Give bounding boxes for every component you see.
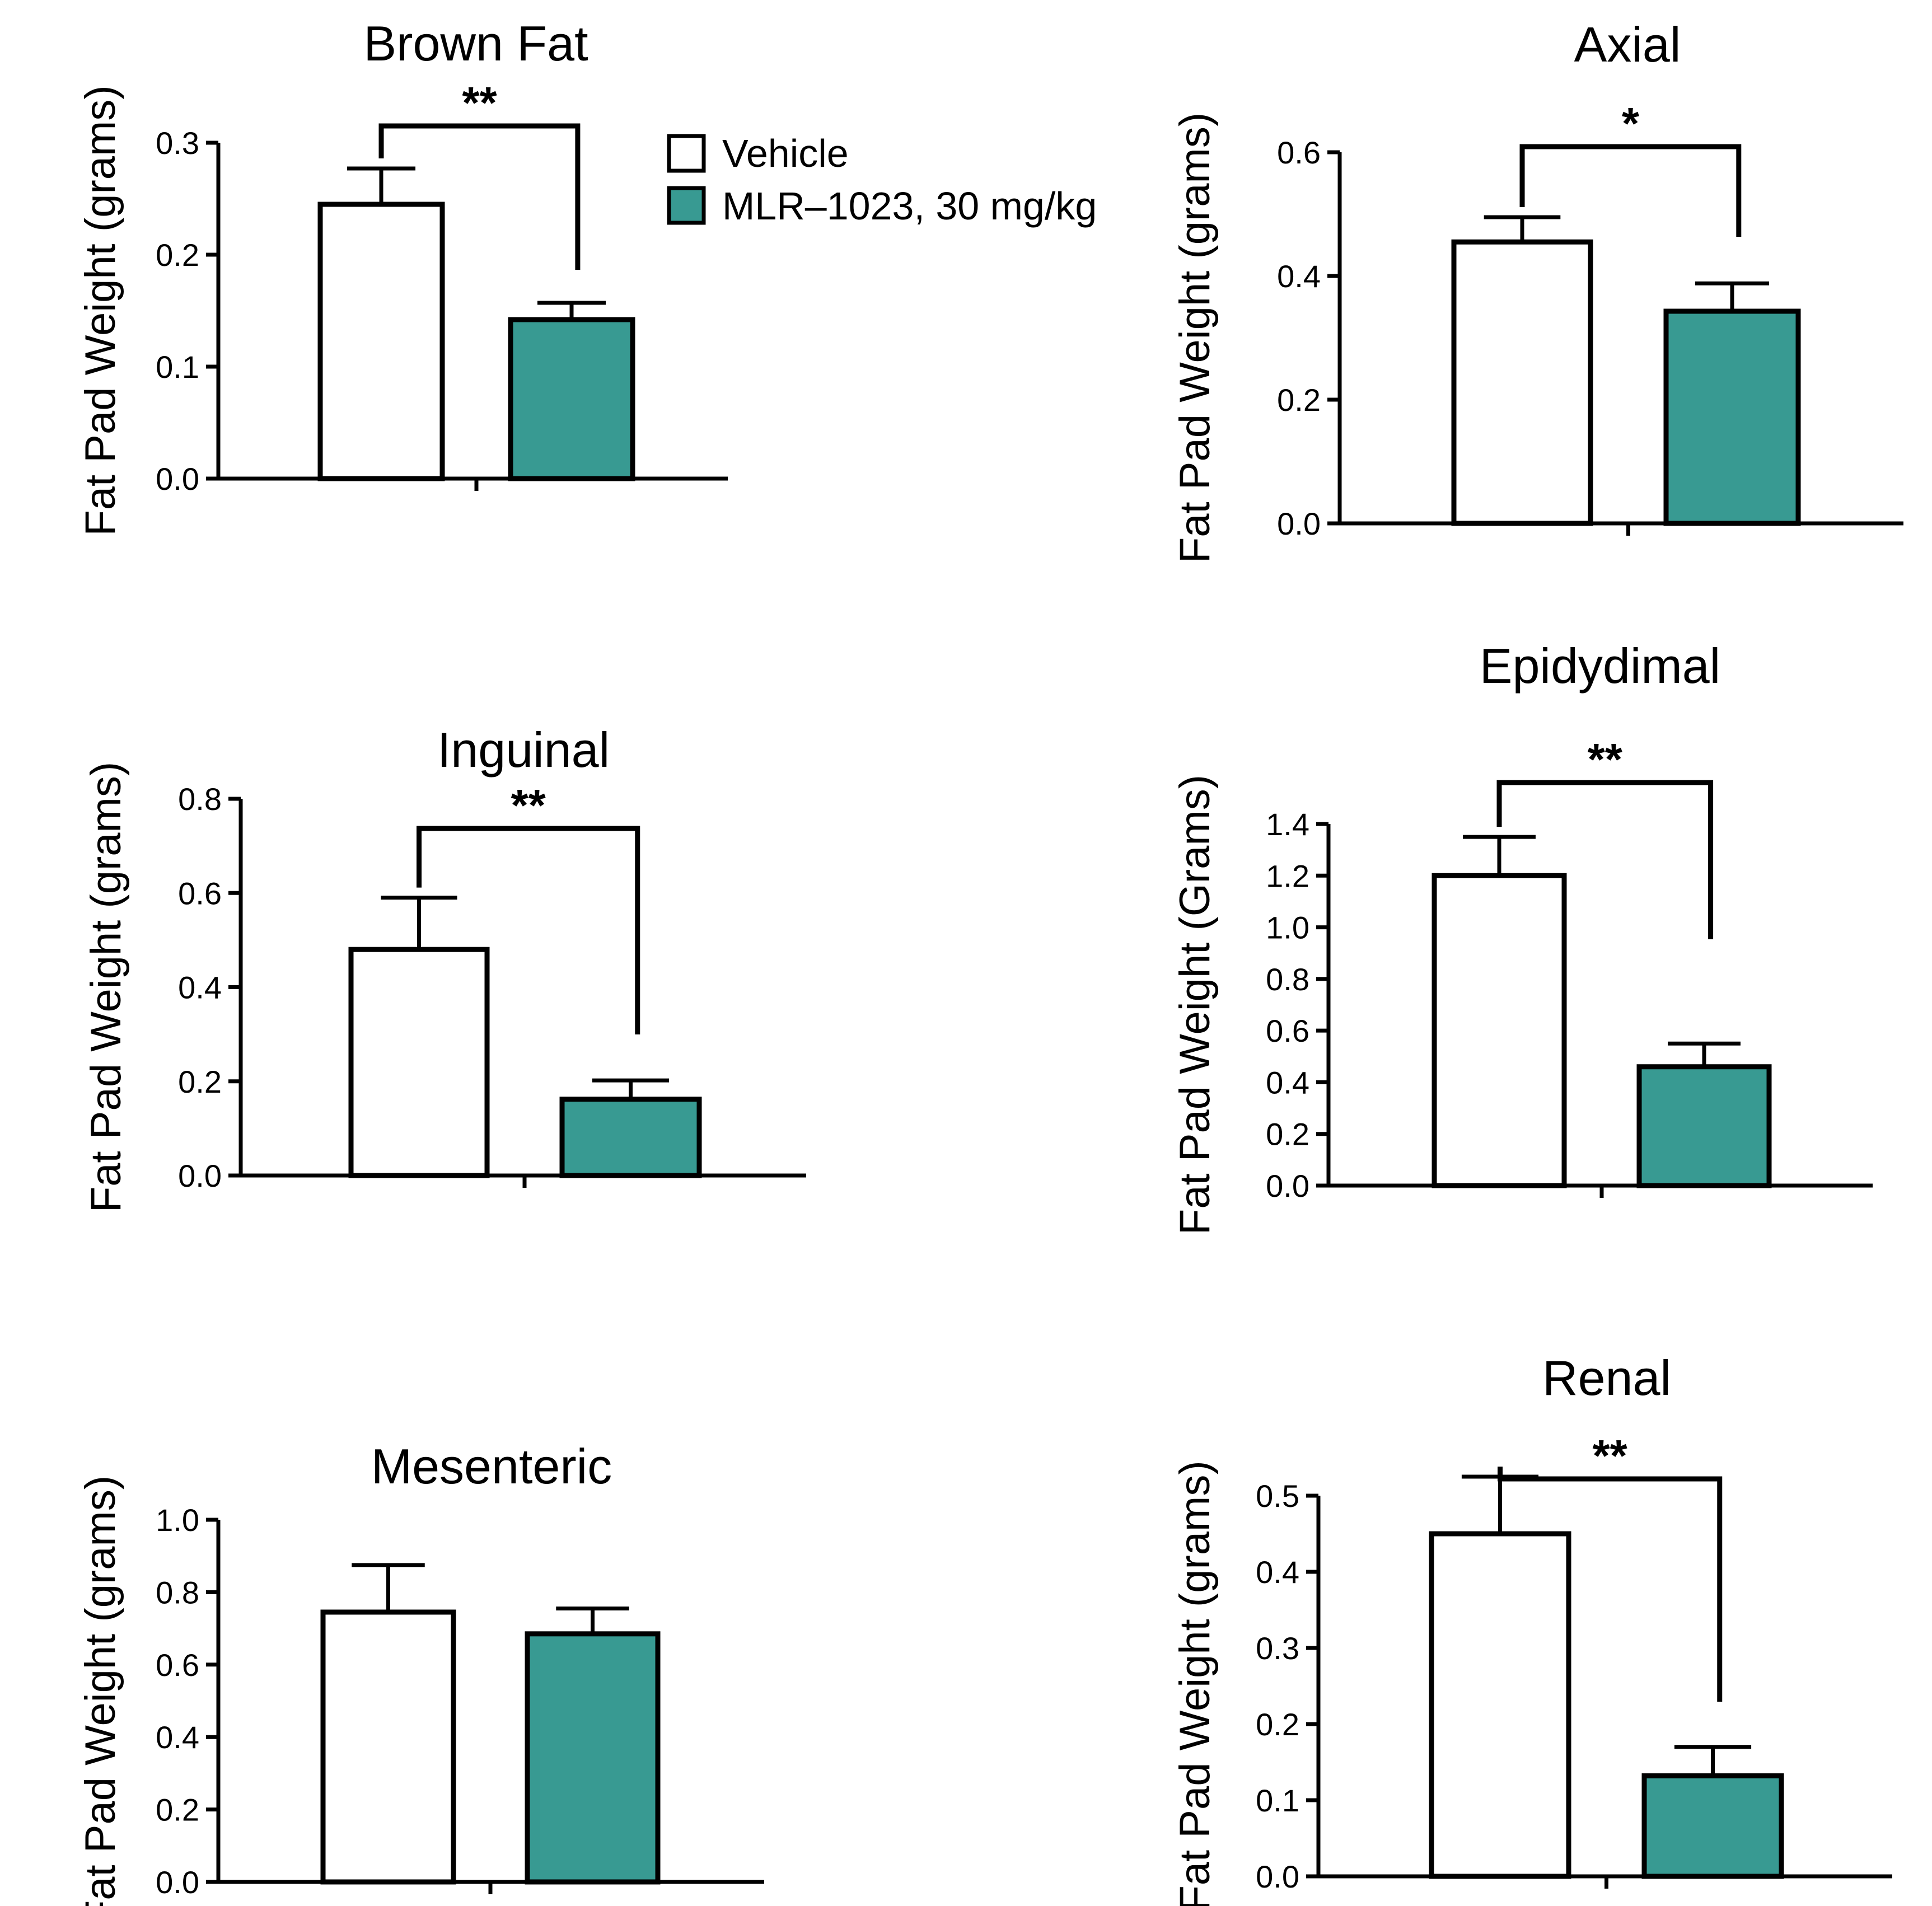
bar-vehicle <box>1432 873 1567 1188</box>
y-tick-label: 0.8 <box>178 781 222 817</box>
panel-axial: Axial Fat Pad Weight (grams) 0.0 0.2 0.4 0.6 * <box>1171 17 1903 563</box>
significance-label: ** <box>1588 734 1623 784</box>
y-axis-label: Fat Pad Weight (grams) <box>1171 113 1219 563</box>
legend-label-vehicle: Vehicle <box>722 132 849 175</box>
bars <box>317 166 635 481</box>
y-tick-label: 0.0 <box>156 461 199 497</box>
significance-bracket <box>378 123 581 270</box>
y-tick-label: 0.1 <box>156 349 199 385</box>
bar-treatment <box>525 1631 661 1885</box>
y-tick-label: 0.4 <box>156 1720 199 1755</box>
y-tick-label: 0.2 <box>1266 1117 1309 1152</box>
y-tick-label: 0.2 <box>1277 382 1321 418</box>
bar-vehicle <box>320 1609 456 1885</box>
y-tick-label: 0.4 <box>1266 1065 1309 1100</box>
chart-title: Axial <box>1574 17 1681 72</box>
y-tick-label: 1.4 <box>1266 807 1309 842</box>
panel-brown-fat: Brown Fat Fat Pad Weight (grams) 0.0 0.1 0.2… <box>77 16 728 536</box>
significance-label: ** <box>462 78 497 128</box>
bar-treatment <box>1641 1773 1784 1879</box>
significance-label: ** <box>1592 1431 1627 1481</box>
bars <box>1432 835 1772 1188</box>
legend: Vehicle MLR–1023, 30 mg/kg <box>667 132 1097 228</box>
significance-bracket <box>1496 780 1714 939</box>
panel-epidydimal: Epidydimal Fat Pad Weight (Grams) 0.0 0.2 0.… <box>1171 638 1873 1235</box>
y-axis-label: Fat Pad Weight (grams) <box>77 1476 124 1906</box>
y-tick-label: 0.0 <box>1266 1168 1309 1203</box>
y-axis-label: Fat Pad Weight (Grams) <box>1171 775 1219 1235</box>
bars <box>1451 215 1801 526</box>
bar-treatment <box>1663 308 1801 526</box>
y-axis-label: Fat Pad Weight (grams) <box>1171 1460 1219 1906</box>
y-axis-label: Fat Pad Weight (grams) <box>82 762 130 1212</box>
y-tick-label: 0.2 <box>1256 1707 1299 1742</box>
bar-vehicle <box>1429 1531 1571 1879</box>
chart-title: Brown Fat <box>363 16 588 71</box>
bar-vehicle <box>317 202 445 481</box>
y-tick-label: 0.2 <box>178 1064 222 1099</box>
chart-title: Mesenteric <box>371 1439 612 1494</box>
legend-swatch-vehicle <box>667 134 706 173</box>
significance-label: * <box>1622 99 1640 148</box>
y-tick-label: 0.3 <box>156 125 199 161</box>
y-tick-label: 1.0 <box>156 1502 199 1538</box>
y-tick-label: 0.0 <box>178 1158 222 1193</box>
y-tick-label: 0.0 <box>1277 506 1321 541</box>
y-tick-label: 0.2 <box>156 1792 199 1828</box>
y-tick-label: 0.0 <box>1256 1859 1299 1894</box>
y-tick-label: 0.4 <box>1256 1554 1299 1590</box>
bar-vehicle <box>1451 239 1593 526</box>
panel-renal: Renal Fat Pad Weight (grams) 0.0 0.1 0.2 0.3 0… <box>1171 1350 1892 1906</box>
legend-swatch-treatment <box>667 186 706 225</box>
y-tick-label: 0.1 <box>1256 1783 1299 1818</box>
significance-bracket <box>417 826 640 1034</box>
significance-bracket <box>1519 144 1742 237</box>
panel-mesenteric: Mesenteric Fat Pad Weight (grams) 0.0 0.2 0.… <box>77 1439 764 1906</box>
chart-panels: Brown Fat Fat Pad Weight (grams) 0.0 0.1 0.2… <box>77 16 1903 1906</box>
legend-label-treatment: MLR–1023, 30 mg/kg <box>722 184 1097 228</box>
y-tick-label: 0.5 <box>1256 1478 1299 1514</box>
y-tick-label: 0.6 <box>156 1647 199 1683</box>
y-tick-label: 0.6 <box>1266 1013 1309 1048</box>
bar-treatment <box>508 317 635 481</box>
y-tick-label: 0.0 <box>156 1865 199 1900</box>
y-tick-label: 0.8 <box>156 1575 199 1610</box>
y-tick-label: 0.2 <box>156 237 199 273</box>
y-tick-label: 0.4 <box>1277 259 1321 294</box>
chart-title: Inguinal <box>437 722 610 778</box>
y-tick-label: 0.6 <box>1277 135 1321 170</box>
y-tick-label: 0.3 <box>1256 1631 1299 1666</box>
y-tick-label: 0.4 <box>178 970 222 1005</box>
y-tick-label: 1.2 <box>1266 858 1309 893</box>
y-tick-label: 0.8 <box>1266 962 1309 997</box>
bar-vehicle <box>348 947 490 1178</box>
bar-treatment <box>1636 1064 1772 1188</box>
chart-title: Epidydimal <box>1480 638 1720 694</box>
bar-treatment <box>559 1097 702 1178</box>
y-tick-label: 1.0 <box>1266 910 1309 945</box>
y-axis-label: Fat Pad Weight (grams) <box>77 85 124 536</box>
significance-label: ** <box>511 780 546 830</box>
panel-inguinal: Inguinal Fat Pad Weight (grams) 0.0 0.2 0.4 0… <box>82 722 806 1212</box>
bars <box>1429 1474 1784 1879</box>
y-tick-label: 0.6 <box>178 875 222 911</box>
significance-bracket <box>1498 1467 1723 1702</box>
chart-title: Renal <box>1542 1350 1671 1406</box>
bars <box>348 896 702 1178</box>
bars <box>320 1563 661 1885</box>
